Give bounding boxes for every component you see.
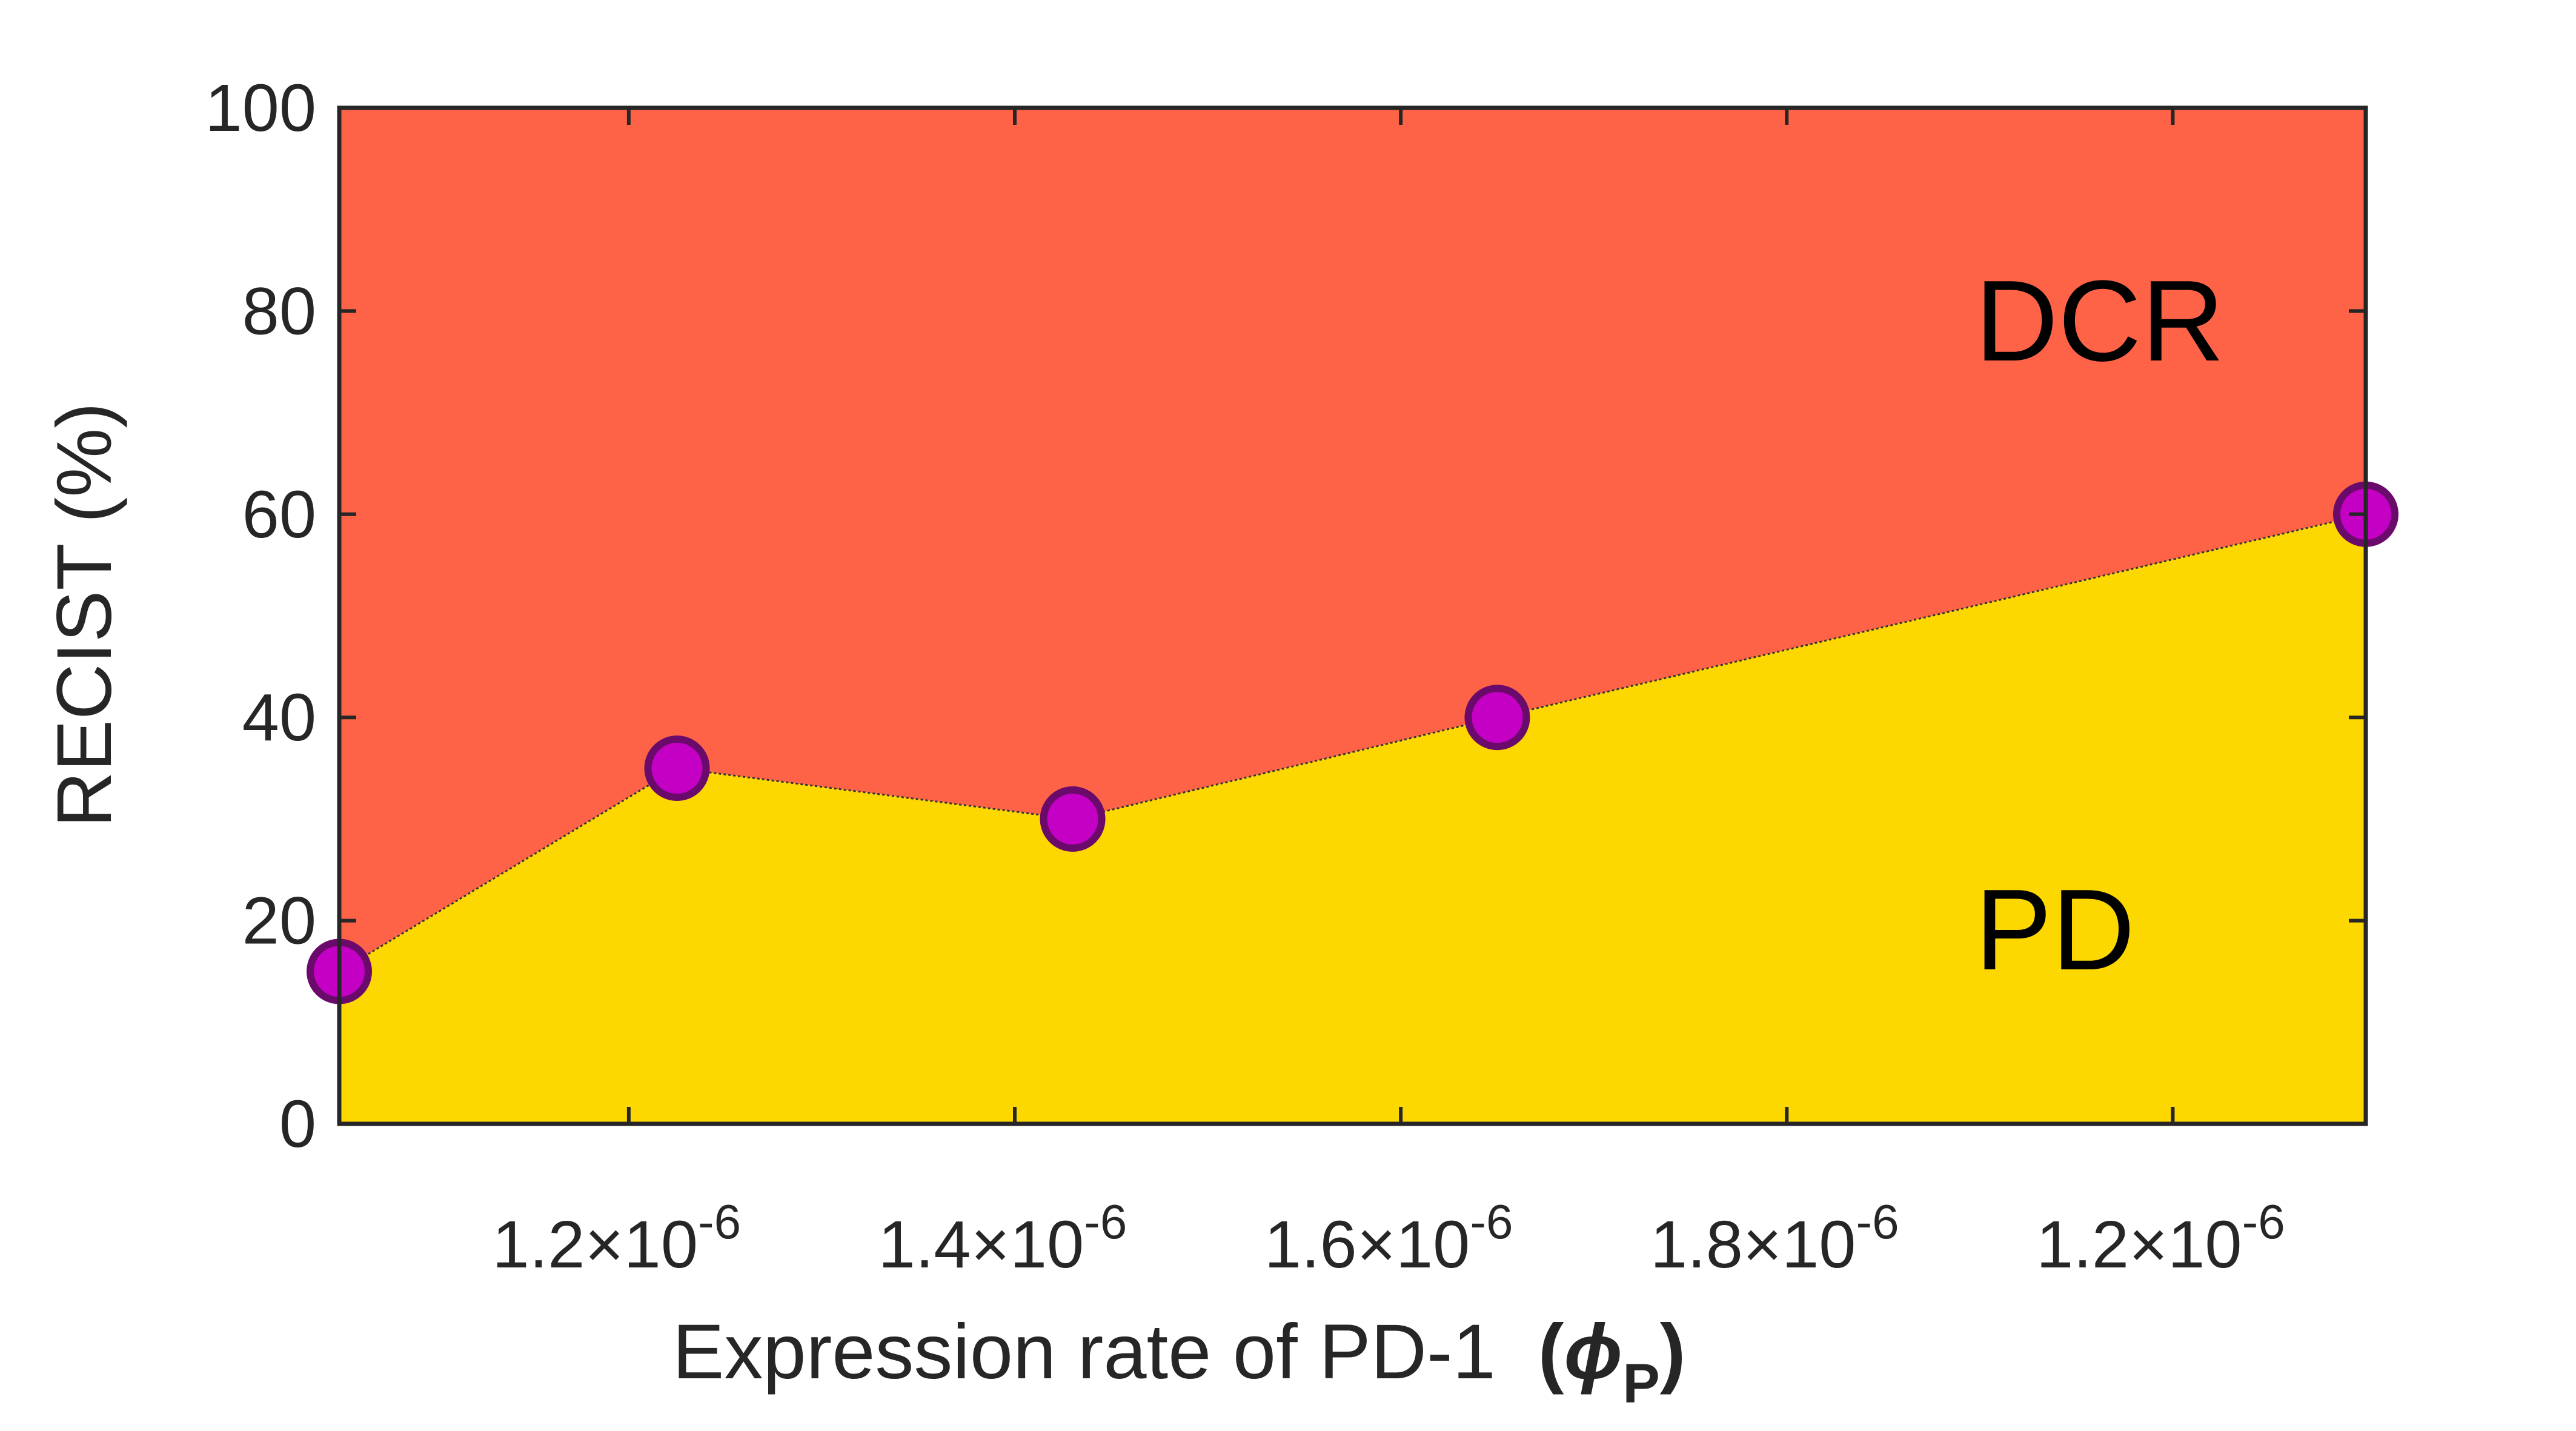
x-tick-label-5: 1.2×10-6 (2036, 1195, 2285, 1282)
data-point-3 (1040, 786, 1106, 852)
x-axis-label-close-paren: ) (1660, 1309, 1686, 1395)
x-tick-labels: 1.2×10-6 1.4×10-6 1.6×10-6 1.8×10-6 1.2×10-6 (493, 1195, 2285, 1282)
data-markers (307, 481, 2398, 1004)
axis-ticks (339, 106, 2366, 1126)
y-tick-label-20: 20 (242, 884, 316, 958)
x-axis-label-subscript: P (1622, 1353, 1659, 1415)
x-tick-exponent-2: -6 (1084, 1195, 1127, 1249)
x-tick-label-4: 1.8×10-6 (1650, 1195, 1899, 1282)
y-tick-label-80: 80 (242, 274, 316, 348)
x-tick-mantissa-1: 1.2×10 (493, 1207, 699, 1282)
x-axis-label: Expression rate of PD-1 (ϕP) (672, 1309, 1685, 1415)
x-tick-exponent-3: -6 (1470, 1195, 1513, 1249)
dcr-label: DCR (1975, 257, 2225, 385)
y-tick-label-0: 0 (279, 1087, 316, 1161)
x-tick-label-1: 1.2×10-6 (493, 1195, 742, 1282)
y-tick-label-100: 100 (205, 71, 316, 145)
y-tick-label-60: 60 (242, 477, 316, 552)
x-tick-exponent-4: -6 (1856, 1195, 1899, 1249)
x-tick-exponent-5: -6 (2242, 1195, 2285, 1249)
x-axis-label-open-paren: ( (1538, 1309, 1564, 1395)
x-tick-mantissa-4: 1.8×10 (1650, 1207, 1856, 1282)
plot-frame (337, 105, 2368, 1126)
pd-label: PD (1975, 866, 2135, 994)
plot-area (307, 105, 2398, 1126)
x-tick-exponent-1: -6 (698, 1195, 741, 1249)
x-tick-mantissa-3: 1.6×10 (1264, 1207, 1470, 1282)
y-tick-label-40: 40 (242, 680, 316, 755)
x-tick-mantissa-5: 1.2×10 (2036, 1207, 2242, 1282)
pd-area (339, 514, 2366, 1124)
x-tick-label-2: 1.4×10-6 (878, 1195, 1127, 1282)
boundary-line (339, 513, 2366, 972)
x-tick-label-3: 1.6×10-6 (1264, 1195, 1513, 1282)
data-point-4 (1464, 685, 1530, 751)
x-axis-label-text: Expression rate of PD-1 (672, 1309, 1496, 1395)
x-tick-mantissa-2: 1.4×10 (878, 1207, 1084, 1282)
y-tick-labels: 0 20 40 60 80 100 (205, 71, 316, 1161)
dcr-area (339, 108, 2366, 972)
y-axis-label: RECIST (%) (41, 402, 128, 828)
x-axis-label-symbol: ϕ (1564, 1309, 1622, 1395)
data-point-2 (644, 735, 710, 802)
